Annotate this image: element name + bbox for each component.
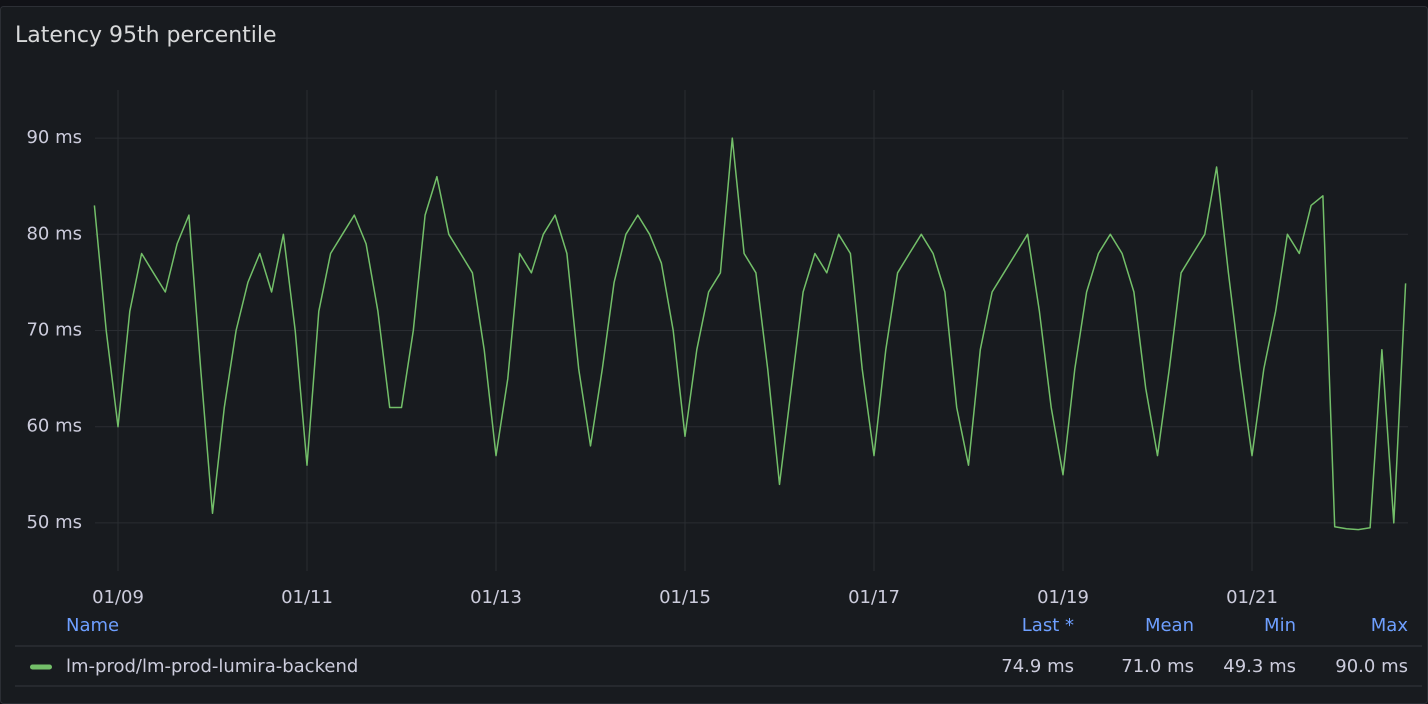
panel-title: Latency 95th percentile (15, 23, 277, 48)
x-tick-label: 01/21 (1226, 587, 1278, 608)
legend-value: 49.3 ms (1223, 656, 1296, 677)
legend-value: 90.0 ms (1335, 656, 1408, 677)
x-tick-label: 01/11 (281, 587, 333, 608)
legend-value: 74.9 ms (1001, 656, 1074, 677)
y-tick-label: 60 ms (26, 416, 82, 437)
y-tick-label: 80 ms (26, 223, 82, 244)
series-line (93, 137, 1407, 531)
x-tick-label: 01/13 (470, 587, 522, 608)
y-tick-label: 70 ms (26, 320, 82, 341)
legend-header: Max (1371, 615, 1409, 636)
x-tick-label: 01/15 (659, 587, 711, 608)
legend-header: Name (66, 615, 119, 636)
legend-header: Last * (1022, 615, 1074, 636)
panel-frame (0, 6, 1428, 704)
legend-value: 71.0 ms (1121, 656, 1194, 677)
x-tick-label: 01/19 (1037, 587, 1089, 608)
y-tick-label: 50 ms (26, 512, 82, 533)
y-tick-label: 90 ms (26, 127, 82, 148)
legend-swatch (30, 664, 52, 670)
legend-header: Mean (1145, 615, 1194, 636)
x-tick-label: 01/09 (92, 587, 144, 608)
x-tick-label: 01/17 (848, 587, 900, 608)
legend-header: Min (1264, 615, 1296, 636)
legend-name: lm-prod/lm-prod-lumira-backend (66, 656, 358, 677)
